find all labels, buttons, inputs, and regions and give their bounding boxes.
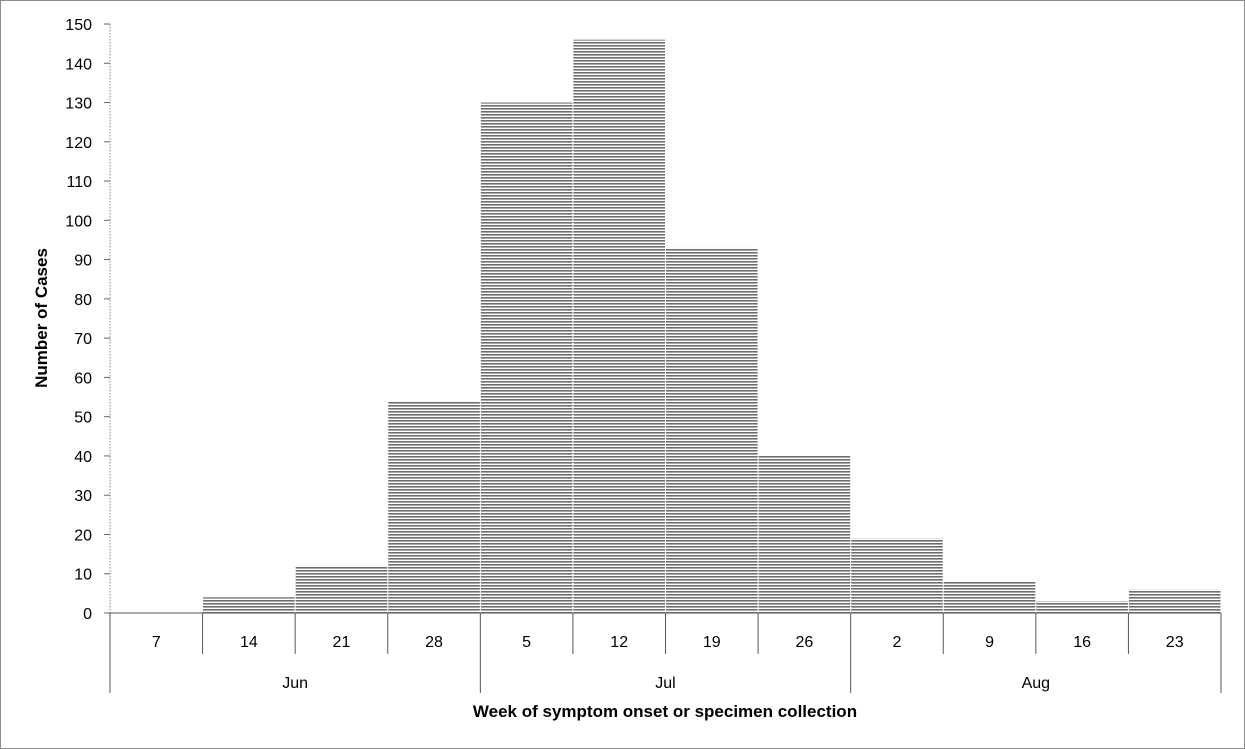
y-tick-label-2: 20 (74, 527, 92, 544)
x-tick-label-4: 5 (522, 634, 531, 651)
y-axis-title: Number of Cases (32, 248, 51, 388)
x-tick-label-1: 14 (240, 634, 258, 651)
y-tick-label-12: 120 (65, 135, 92, 152)
y-tick-label-10: 100 (65, 213, 92, 230)
y-tick-label-7: 70 (74, 331, 92, 348)
x-tick-label-0: 7 (152, 634, 161, 651)
y-tick-label-1: 10 (74, 567, 92, 584)
y-tick-label-8: 80 (74, 292, 92, 309)
bar-10 (1036, 601, 1128, 613)
y-tick-label-15: 150 (65, 17, 92, 34)
x-tick-label-10: 16 (1073, 634, 1091, 651)
bar-11 (1128, 589, 1221, 613)
x-axis-title: Week of symptom onset or specimen collec… (473, 702, 857, 721)
x-group-label-0: Jun (282, 675, 308, 692)
bar-5 (573, 39, 665, 613)
bar-3 (388, 400, 480, 613)
x-tick-label-2: 21 (333, 634, 351, 651)
x-tick-label-11: 23 (1166, 634, 1184, 651)
x-tick-label-7: 26 (795, 634, 813, 651)
y-axis: 0 10 20 30 40 50 60 70 80 90 100 110 120 130 140 150 (65, 17, 111, 623)
y-tick-label-9: 90 (74, 253, 92, 270)
y-tick-label-11: 110 (66, 174, 92, 191)
x-tick-label-3: 28 (425, 634, 443, 651)
bar-8 (851, 538, 943, 613)
bar-9 (943, 581, 1036, 613)
bars-group (203, 39, 1221, 614)
y-tick-label-5: 50 (74, 410, 92, 427)
x-group-label-1: Jul (655, 675, 675, 692)
x-tick-label-9: 9 (985, 634, 994, 651)
x-axis: 7 14 21 28 5 12 19 26 2 9 16 23 Jun Jul Aug (109, 612, 1222, 693)
y-tick-label-3: 30 (74, 488, 92, 505)
x-tick-label-5: 12 (610, 634, 628, 651)
x-tick-label-6: 19 (703, 634, 721, 651)
bar-6 (666, 247, 758, 613)
y-tick-label-4: 40 (74, 449, 92, 466)
y-tick-label-13: 130 (65, 96, 92, 113)
y-tick-label-6: 60 (74, 370, 92, 387)
bar-4 (480, 102, 573, 614)
bar-1 (203, 597, 295, 613)
bar-7 (758, 455, 851, 613)
y-tick-label-14: 140 (65, 56, 92, 73)
x-group-label-2: Aug (1022, 675, 1050, 692)
bar-2 (295, 565, 388, 613)
x-tick-label-8: 2 (893, 634, 902, 651)
y-tick-label-0: 0 (83, 606, 92, 623)
